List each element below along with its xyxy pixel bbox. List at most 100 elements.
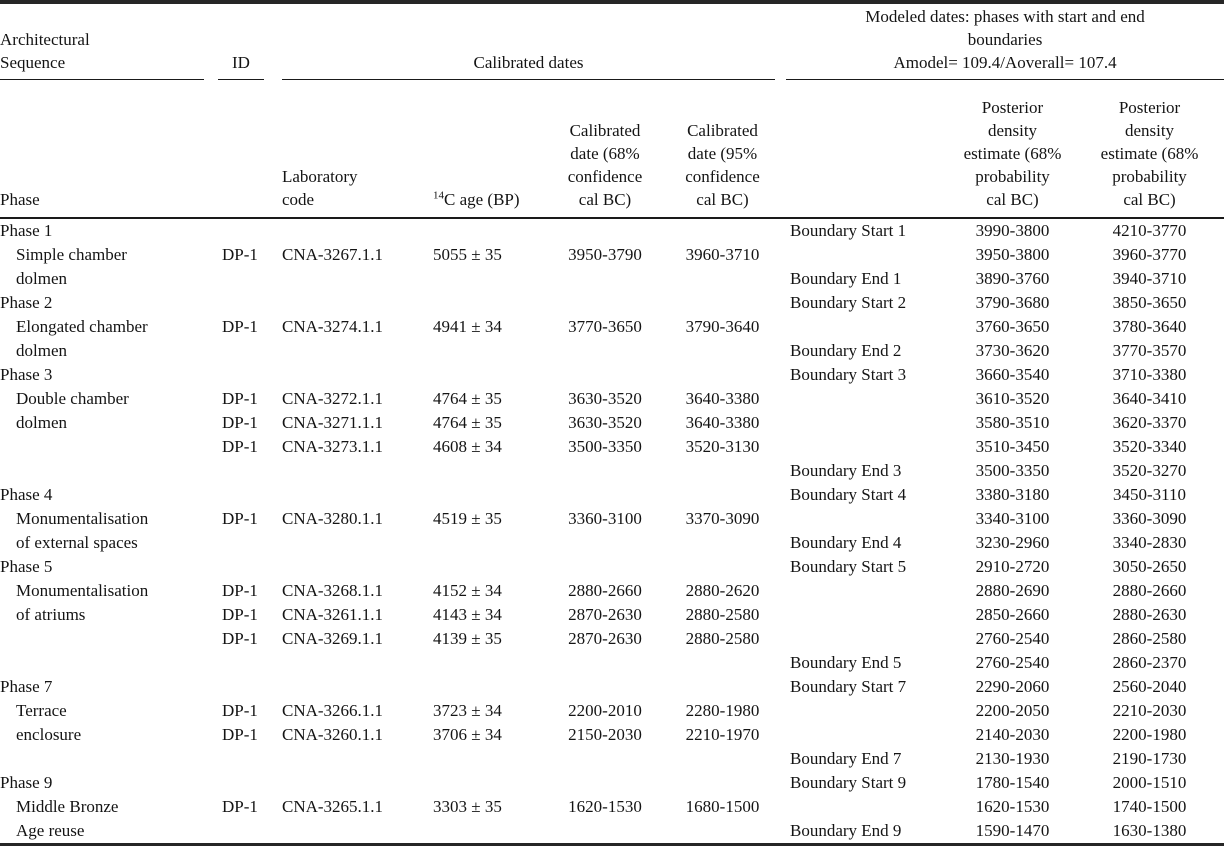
cell-calibrated-95 — [665, 555, 780, 579]
cell-posterior-95: 3960-3770 — [1112, 245, 1187, 264]
cell-phase: enclosure — [16, 725, 82, 744]
cell-c14-age: 4519 ± 35 — [433, 509, 502, 528]
cell-calibrated-95: 3370-3090 — [685, 509, 760, 528]
cell-c14-age: 4764 ± 35 — [433, 389, 502, 408]
cell-phase: Middle Bronze — [16, 797, 119, 816]
cell-posterior-68: 3760-3650 — [975, 317, 1050, 336]
table-row: Simple chamber DP-1 CNA-3267.1.1 5055 ± … — [0, 243, 1224, 267]
subheader-posterior-68: Posterior density estimate (68% probabil… — [950, 80, 1075, 219]
cell-c14-age: 5055 ± 35 — [433, 245, 502, 264]
cell-posterior-95: 2860-2580 — [1112, 629, 1187, 648]
cell-posterior-68: 3340-3100 — [975, 509, 1050, 528]
sub-header-row: Phase Laboratory code 14C age (BP) Calib… — [0, 80, 1224, 219]
cell-posterior-95: 3520-3340 — [1112, 437, 1187, 456]
cell-calibrated-68 — [545, 819, 665, 845]
header-modeled-dates: Modeled dates: phases with start and end… — [780, 2, 1224, 80]
cell-laboratory-code: CNA-3269.1.1 — [282, 629, 384, 648]
cell-laboratory-code: CNA-3272.1.1 — [282, 389, 384, 408]
cell-posterior-95: 1740-1500 — [1112, 797, 1187, 816]
cell-boundary — [780, 411, 950, 435]
cell-posterior-68: 3790-3680 — [975, 293, 1050, 312]
cell-c14-age — [420, 459, 545, 483]
table-row: dolmen Boundary End 1 3890-3760 3940-371… — [0, 267, 1224, 291]
cell-posterior-68: 2760-2540 — [975, 629, 1050, 648]
cell-calibrated-68: 2870-2630 — [568, 605, 642, 624]
subheader-id-empty — [210, 80, 272, 219]
header-calibrated-dates: Calibrated dates — [272, 2, 780, 80]
superscript-14: 14 — [433, 189, 444, 202]
cell-phase: dolmen — [16, 413, 67, 432]
cell-posterior-95: 2880-2660 — [1112, 581, 1187, 600]
cell-phase: Phase 4 — [0, 485, 53, 504]
cell-c14-age — [420, 771, 545, 795]
cell-boundary: Boundary End 9 — [790, 821, 902, 840]
cell-boundary — [780, 387, 950, 411]
table-row: dolmen Boundary End 2 3730-3620 3770-357… — [0, 339, 1224, 363]
cell-calibrated-95: 3640-3380 — [685, 389, 760, 408]
cell-posterior-68: 2910-2720 — [975, 557, 1050, 576]
cell-calibrated-95: 1680-1500 — [685, 797, 760, 816]
cell-laboratory-code: CNA-3271.1.1 — [282, 413, 384, 432]
subheader-posterior-95: Posterior density estimate (68% probabil… — [1075, 80, 1224, 219]
table-row: Terrace DP-1 CNA-3266.1.1 3723 ± 34 2200… — [0, 699, 1224, 723]
cell-laboratory-code — [272, 459, 420, 483]
cell-id: DP-1 — [222, 701, 258, 720]
cell-c14-age — [420, 483, 545, 507]
cell-posterior-68: 3500-3350 — [975, 461, 1050, 480]
cell-laboratory-code: CNA-3273.1.1 — [282, 437, 384, 456]
cell-calibrated-95 — [665, 819, 780, 845]
header-id: ID — [210, 2, 272, 80]
cell-calibrated-95: 3520-3130 — [685, 437, 760, 456]
cell-laboratory-code — [272, 291, 420, 315]
cell-calibrated-68: 2870-2630 — [568, 629, 642, 648]
cell-boundary — [780, 243, 950, 267]
cell-calibrated-68 — [545, 675, 665, 699]
c14-age-label: C age (BP) — [444, 190, 520, 209]
cell-c14-age: 3706 ± 34 — [433, 725, 502, 744]
cell-boundary — [780, 579, 950, 603]
cell-phase: of external spaces — [16, 533, 138, 552]
table-row: Double chamber DP-1 CNA-3272.1.1 4764 ± … — [0, 387, 1224, 411]
cell-boundary — [780, 699, 950, 723]
cell-posterior-68: 3660-3540 — [975, 365, 1050, 384]
cell-c14-age — [420, 819, 545, 845]
cell-laboratory-code — [272, 675, 420, 699]
cell-posterior-95: 4210-3770 — [1112, 221, 1187, 240]
table-row: Phase 9 Boundary Start 9 1780-1540 2000-… — [0, 771, 1224, 795]
cell-calibrated-68 — [545, 771, 665, 795]
cell-posterior-68: 1590-1470 — [975, 821, 1050, 840]
cell-posterior-68: 3380-3180 — [975, 485, 1050, 504]
cell-phase: dolmen — [16, 341, 67, 360]
table-row: Boundary End 3 3500-3350 3520-3270 — [0, 459, 1224, 483]
cell-id: DP-1 — [222, 245, 258, 264]
cell-posterior-95: 3050-2650 — [1112, 557, 1187, 576]
table-row: Phase 4 Boundary Start 4 3380-3180 3450-… — [0, 483, 1224, 507]
cell-phase: Monumentalisation — [16, 509, 149, 528]
cell-phase: Phase 7 — [0, 677, 53, 696]
cell-c14-age: 3723 ± 34 — [433, 701, 502, 720]
cell-calibrated-95 — [665, 218, 780, 243]
cell-posterior-68: 2130-1930 — [975, 749, 1050, 768]
cell-laboratory-code — [272, 483, 420, 507]
cell-c14-age — [420, 267, 545, 291]
cell-calibrated-68 — [545, 651, 665, 675]
table-row: Phase 1 Boundary Start 1 3990-3800 4210-… — [0, 218, 1224, 243]
table-row: Age reuse Boundary End 9 1590-1470 1630-… — [0, 819, 1224, 845]
cell-id — [210, 363, 272, 387]
cell-posterior-68: 2850-2660 — [975, 605, 1050, 624]
cell-id — [210, 291, 272, 315]
cell-calibrated-68 — [545, 363, 665, 387]
cell-posterior-68: 1780-1540 — [975, 773, 1050, 792]
cell-phase: Phase 1 — [0, 221, 53, 240]
cell-calibrated-95 — [665, 747, 780, 771]
cell-posterior-68: 3730-3620 — [975, 341, 1050, 360]
cell-c14-age: 4608 ± 34 — [433, 437, 502, 456]
cell-c14-age — [420, 675, 545, 699]
cell-calibrated-95: 2880-2580 — [685, 629, 760, 648]
cell-calibrated-95: 3960-3710 — [685, 245, 760, 264]
architectural-sequence-label: Architectural Sequence — [0, 28, 204, 80]
table-row: Monumentalisation DP-1 CNA-3280.1.1 4519… — [0, 507, 1224, 531]
cell-posterior-95: 3520-3270 — [1112, 461, 1187, 480]
cell-c14-age: 4143 ± 34 — [433, 605, 502, 624]
